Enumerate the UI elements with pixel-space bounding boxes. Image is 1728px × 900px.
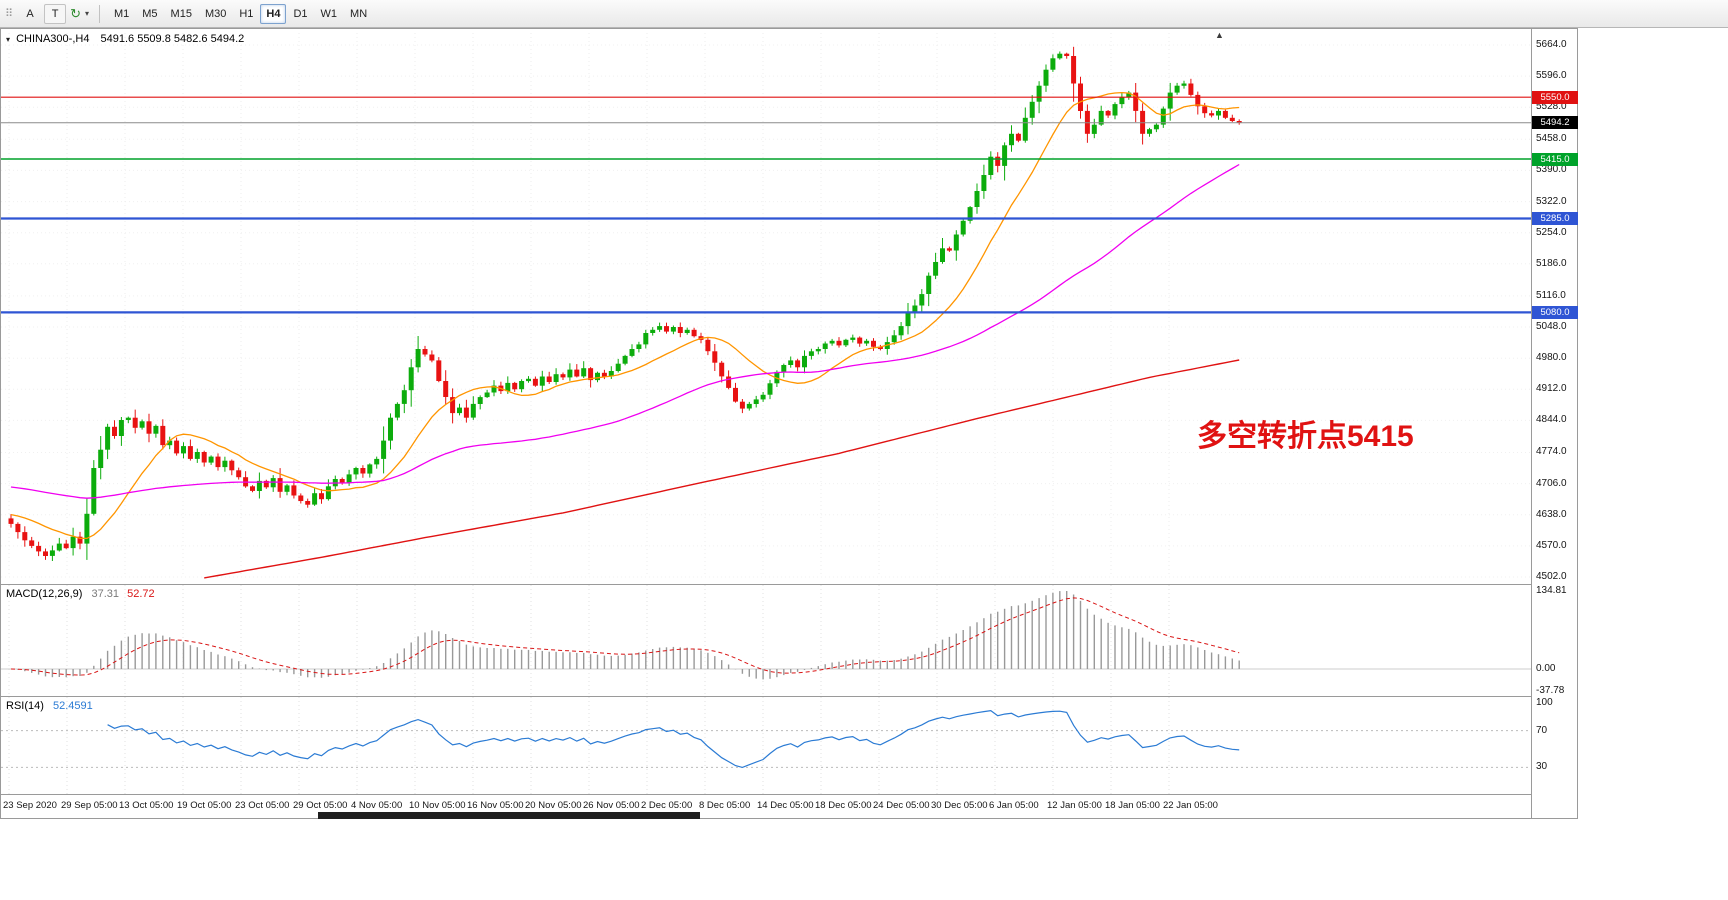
timeframe-m30-button[interactable]: M30: [199, 4, 232, 24]
timeframe-mn-button[interactable]: MN: [344, 4, 373, 24]
price-tick-label: 5528.0: [1536, 101, 1567, 113]
time-tick-label: 20 Nov 05:00: [525, 800, 582, 811]
time-axis[interactable]: 23 Sep 2020 29 Sep 05:00 13 Oct 05:00 19 Oc…: [1, 795, 1531, 818]
ma-slow-line[interactable]: [204, 359, 1240, 579]
macd-header: MACD(12,26,9) 37.31 52.72: [6, 588, 155, 600]
dropdown-caret-icon[interactable]: ▾: [84, 9, 89, 18]
macd-axis-label: 0.00: [1536, 663, 1556, 674]
timeframe-d1-button[interactable]: D1: [287, 4, 313, 24]
time-tick-label: 8 Dec 05:00: [699, 800, 751, 811]
line-price-label: 5080.0: [1532, 305, 1578, 319]
price-tick-label: 5048.0: [1536, 321, 1567, 333]
macd-main-value: 37.31: [91, 588, 120, 600]
line-price-label: 5285.0: [1532, 212, 1578, 226]
chart-window: ▾ CHINA300-,H4 5491.6 5509.8 5482.6 5494…: [0, 28, 1578, 819]
rsi-value: 52.4591: [52, 700, 93, 712]
macd-axis-label: -37.78: [1536, 685, 1565, 696]
ma-fast-line[interactable]: [10, 91, 1240, 540]
current-price-label: 5494.2: [1532, 116, 1578, 130]
time-tick-label: 18 Jan 05:00: [1105, 800, 1160, 811]
time-tick-label: 29 Sep 05:00: [61, 800, 118, 811]
rsi-axis-label: 100: [1536, 697, 1553, 708]
price-chart-canvas[interactable]: [1, 29, 1531, 584]
rsi-indicator-canvas[interactable]: [1, 697, 1531, 794]
price-grid: [1, 33, 1531, 578]
timeframe-m5-button[interactable]: M5: [136, 4, 163, 24]
timeframe-m1-button[interactable]: M1: [108, 4, 135, 24]
price-tick-label: 4912.0: [1536, 383, 1567, 395]
rsi-axis-label: 30: [1536, 761, 1548, 773]
macd-signal-value: 52.72: [127, 588, 155, 600]
time-tick-label: 30 Dec 05:00: [931, 800, 988, 811]
time-tick-label: 23 Oct 05:00: [235, 800, 290, 811]
timeframe-h4-button[interactable]: H4: [260, 3, 287, 24]
text-tool-button[interactable]: T: [44, 3, 67, 24]
time-tick-label: 29 Oct 05:00: [293, 800, 348, 811]
shift-marker-icon[interactable]: ▲: [1215, 30, 1224, 40]
macd-axis-label: 134.81: [1536, 585, 1567, 596]
macd-histogram: [17, 591, 1240, 680]
time-tick-label: 6 Jan 05:00: [989, 800, 1039, 811]
time-tick-label: 14 Dec 05:00: [757, 800, 814, 811]
time-tick-label: 13 Oct 05:00: [119, 800, 174, 811]
rsi-line: [107, 709, 1240, 769]
price-axis[interactable]: 5664.0 5596.0 5528.0 5458.0 5390.0 5322.0 5254…: [1531, 29, 1578, 818]
price-tick-label: 5186.0: [1536, 257, 1567, 269]
time-tick-label: 18 Dec 05:00: [815, 800, 872, 811]
panel-separator[interactable]: [1, 584, 1577, 585]
time-tick-label: 22 Jan 05:00: [1163, 800, 1218, 811]
time-tick-label: 10 Nov 05:00: [409, 800, 466, 811]
price-tick-label: 4638.0: [1536, 508, 1567, 520]
macd-indicator-canvas[interactable]: [1, 585, 1531, 696]
expander-icon[interactable]: ▾: [6, 35, 11, 44]
time-tick-label: 26 Nov 05:00: [583, 800, 640, 811]
time-tick-label: 23 Sep 2020: [3, 800, 57, 811]
price-tick-label: 4774.0: [1536, 446, 1567, 458]
toolbar-separator: [98, 4, 100, 23]
rsi-axis-label: 70: [1536, 724, 1548, 736]
price-tick-label: 5254.0: [1536, 226, 1567, 238]
symbol-timeframe-label: CHINA300-,H4: [16, 33, 90, 45]
time-tick-label: 4 Nov 05:00: [351, 800, 403, 811]
macd-signal-line: [10, 597, 1240, 676]
main-toolbar: ⠿ A T ↻ ▾ M1 M5 M15 M30 H1 H4 D1 W1 MN: [0, 0, 1728, 28]
price-tick-label: 5664.0: [1536, 39, 1567, 50]
timeframe-button-group: M1 M5 M15 M30 H1 H4 D1 W1 MN: [108, 3, 373, 24]
chart-ohlc-header: ▾ CHINA300-,H4 5491.6 5509.8 5482.6 5494…: [6, 33, 244, 45]
price-tick-label: 5390.0: [1536, 164, 1567, 176]
background-window-fragment: [318, 812, 700, 819]
macd-label: MACD(12,26,9): [6, 588, 83, 600]
time-tick-label: 24 Dec 05:00: [873, 800, 930, 811]
time-tick-label: 16 Nov 05:00: [467, 800, 524, 811]
timeframe-w1-button[interactable]: W1: [315, 4, 344, 24]
panel-separator[interactable]: [1, 696, 1577, 697]
price-tick-label: 4706.0: [1536, 477, 1567, 489]
rsi-label: RSI(14): [6, 700, 44, 712]
price-tick-label: 5116.0: [1536, 289, 1566, 301]
rsi-header: RSI(14) 52.4591: [6, 700, 93, 712]
price-tick-label: 4570.0: [1536, 539, 1567, 551]
timeframe-m15-button[interactable]: M15: [165, 4, 198, 24]
timeframe-h1-button[interactable]: H1: [233, 4, 259, 24]
price-tick-label: 4502.0: [1536, 571, 1567, 582]
panel-separator[interactable]: [1, 794, 1577, 795]
line-price-label: 5550.0: [1532, 90, 1578, 104]
price-tick-label: 5322.0: [1536, 195, 1567, 207]
candlesticks: [8, 46, 1242, 561]
price-tick-label: 4980.0: [1536, 352, 1567, 364]
ohlc-values: 5491.6 5509.8 5482.6 5494.2: [100, 33, 245, 45]
ma-mid-line[interactable]: [10, 163, 1240, 499]
time-tick-label: 19 Oct 05:00: [177, 800, 232, 811]
toolbar-grip-icon[interactable]: ⠿: [5, 8, 14, 20]
time-tick-label: 12 Jan 05:00: [1047, 800, 1102, 811]
time-tick-label: 2 Dec 05:00: [641, 800, 693, 811]
price-tick-label: 5596.0: [1536, 70, 1567, 82]
line-price-label: 5415.0: [1532, 152, 1578, 166]
price-tick-label: 5458.0: [1536, 133, 1567, 145]
annotation-text[interactable]: 多空转折点5415: [1197, 420, 1414, 453]
chart-cycle-icon[interactable]: ↻: [70, 5, 81, 21]
arrow-tool-button[interactable]: A: [19, 4, 41, 24]
price-tick-label: 4844.0: [1536, 414, 1567, 426]
